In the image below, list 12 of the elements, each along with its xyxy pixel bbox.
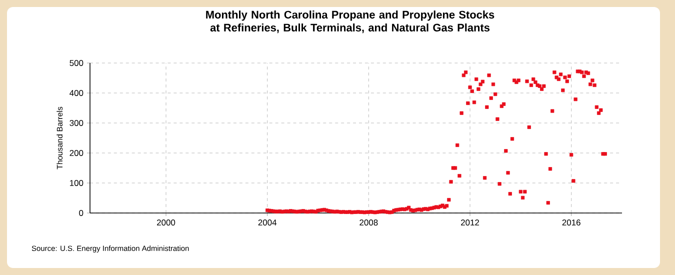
x-tick-label: 2008 — [360, 220, 378, 226]
y-tick-label: 0 — [79, 210, 84, 216]
x-tick-label: 2012 — [461, 220, 479, 226]
x-tick-label: 2004 — [258, 220, 277, 226]
y-tick-label: 400 — [70, 90, 84, 96]
y-tick-label: 300 — [70, 120, 84, 126]
y-tick-label: 500 — [70, 60, 84, 66]
y-tick-label: 100 — [70, 180, 84, 186]
x-tick-label: 2000 — [157, 220, 176, 226]
y-tick-label: 200 — [70, 150, 84, 156]
chart-title: Monthly North Carolina Propane and Propylene Stocks at Refineries, Bulk Terminals, and Natural Gas Plants — [206, 10, 494, 34]
x-tick-label: 2016 — [562, 220, 580, 226]
